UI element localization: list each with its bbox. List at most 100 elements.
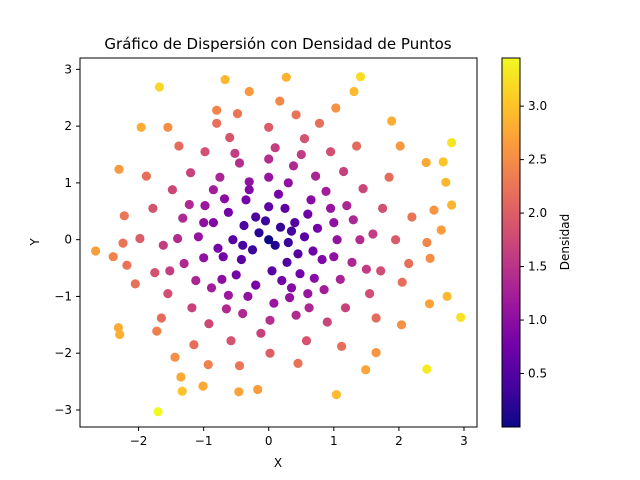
scatter-point — [299, 134, 310, 144]
colorbar-tick-label: 3.0 — [528, 99, 547, 113]
scatter-point — [231, 270, 241, 280]
y-tick-label: 1 — [64, 176, 72, 190]
scatter-point — [264, 202, 274, 212]
scatter-point — [396, 320, 407, 330]
scatter-point — [154, 82, 164, 92]
scatter-point — [232, 109, 243, 119]
x-tick-label: 1 — [330, 434, 338, 448]
scatter-point — [355, 72, 366, 82]
scatter-point — [236, 254, 246, 265]
scatter-point — [308, 246, 318, 256]
scatter-point — [148, 203, 158, 213]
y-tick-label: 0 — [64, 233, 72, 247]
scatter-point — [165, 266, 175, 276]
scatter-point — [368, 229, 378, 239]
scatter-point — [335, 274, 345, 284]
scatter-point — [223, 207, 233, 217]
scatter-point — [221, 304, 231, 314]
scatter-point — [387, 116, 397, 126]
scatter-point — [200, 147, 210, 157]
scatter-point — [264, 154, 274, 164]
scatter-point — [113, 323, 123, 333]
scatter-point — [371, 348, 381, 358]
scatter-point — [91, 246, 101, 256]
scatter-point — [176, 372, 186, 382]
y-tick-label: −3 — [54, 403, 72, 417]
scatter-point — [270, 240, 280, 250]
y-tick-label: −2 — [54, 346, 72, 360]
scatter-point — [239, 220, 249, 231]
scatter-point — [275, 96, 285, 106]
x-axis: −2 −1 0 1 2 3 — [130, 427, 468, 448]
scatter-point — [303, 209, 313, 219]
scatter-point — [212, 118, 222, 128]
scatter-point — [167, 185, 177, 195]
scatter-point — [158, 240, 168, 250]
scatter-point — [234, 387, 244, 397]
scatter-point — [331, 103, 341, 113]
scatter-point — [270, 143, 280, 153]
scatter-point — [238, 240, 248, 250]
scatter-point — [212, 105, 222, 115]
scatter-point — [228, 235, 238, 245]
scatter-point — [199, 218, 209, 228]
scatter-point — [282, 257, 292, 267]
scatter-point — [122, 260, 132, 270]
scatter-point — [223, 290, 233, 300]
scatter-point — [114, 164, 124, 174]
scatter-point — [422, 364, 432, 374]
scatter-point — [193, 232, 203, 242]
scatter-point — [296, 149, 306, 160]
scatter-point — [260, 216, 271, 226]
scatter-point — [187, 303, 197, 313]
scatter-point — [361, 264, 371, 274]
scatter-point — [319, 285, 329, 295]
scatter-point — [404, 258, 414, 269]
scatter-point — [456, 312, 466, 322]
scatter-point — [200, 201, 210, 211]
scatter-point — [407, 212, 417, 222]
scatter-point — [204, 319, 214, 329]
scatter-point — [141, 171, 151, 181]
scatter-point — [247, 245, 258, 255]
scatter-point — [286, 283, 297, 293]
scatter-point — [199, 253, 209, 263]
scatter-point — [397, 277, 407, 287]
scatter-point — [340, 303, 351, 313]
scatter-point — [291, 310, 301, 320]
scatter-point — [361, 365, 371, 375]
scatter-point — [265, 315, 275, 325]
scatter-point — [378, 203, 388, 213]
scatter-point — [220, 75, 230, 85]
scatter-point — [267, 266, 277, 276]
scatter-point — [291, 110, 301, 120]
scatter-point — [208, 218, 218, 228]
scatter-point — [184, 199, 194, 210]
scatter-point — [295, 269, 305, 279]
scatter-point — [191, 275, 201, 286]
scatter-point — [429, 205, 439, 215]
scatter-point — [447, 200, 457, 210]
scatter-point — [215, 172, 225, 182]
scatter-point — [150, 268, 160, 278]
scatter-point — [442, 291, 452, 301]
scatter-point — [108, 252, 118, 262]
scatter-point — [243, 291, 253, 301]
points-layer — [91, 72, 466, 417]
scatter-point — [163, 289, 173, 299]
scatter-point — [281, 72, 291, 82]
scatter-point — [314, 118, 325, 128]
scatter-point — [384, 172, 394, 182]
scatter-point — [290, 218, 300, 228]
y-tick-label: 2 — [64, 119, 72, 133]
scatter-point — [269, 298, 279, 308]
scatter-point — [293, 358, 303, 368]
x-tick-label: 0 — [265, 434, 273, 448]
scatter-point — [337, 341, 347, 351]
scatter-point — [115, 329, 125, 340]
scatter-point — [238, 308, 248, 319]
scatter-point — [286, 226, 297, 236]
scatter-point — [234, 158, 245, 168]
scatter-point — [206, 283, 217, 293]
